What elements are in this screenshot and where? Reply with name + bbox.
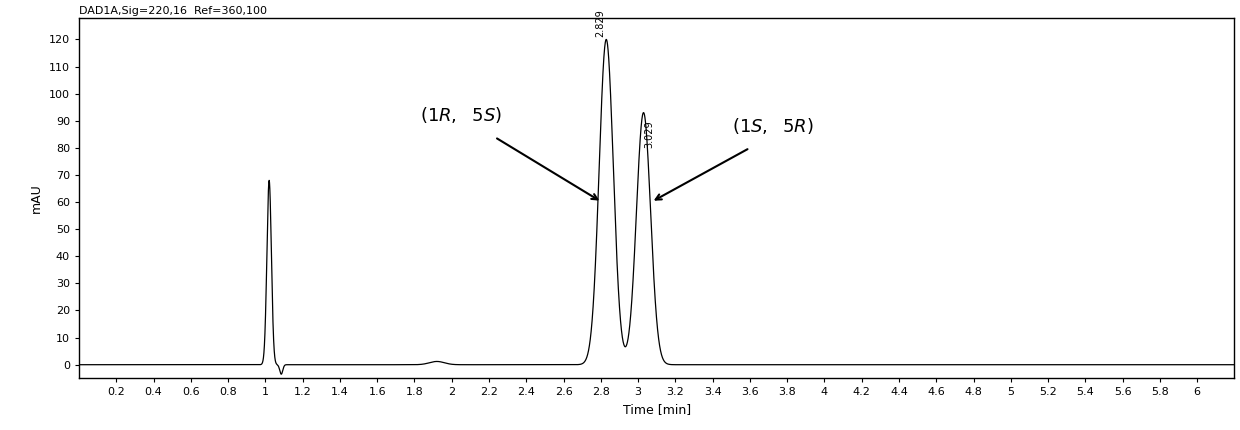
Text: DAD1A,Sig=220,16  Ref=360,100: DAD1A,Sig=220,16 Ref=360,100 [79,6,267,15]
Text: $(1S,\ \ 5R)$: $(1S,\ \ 5R)$ [732,116,813,136]
Text: $(1R,\ \ 5S)$: $(1R,\ \ 5S)$ [420,105,502,125]
Text: 3.029: 3.029 [644,120,655,148]
Y-axis label: mAU: mAU [30,183,43,213]
X-axis label: Time [min]: Time [min] [622,403,691,416]
Text: 2.829: 2.829 [595,9,605,37]
